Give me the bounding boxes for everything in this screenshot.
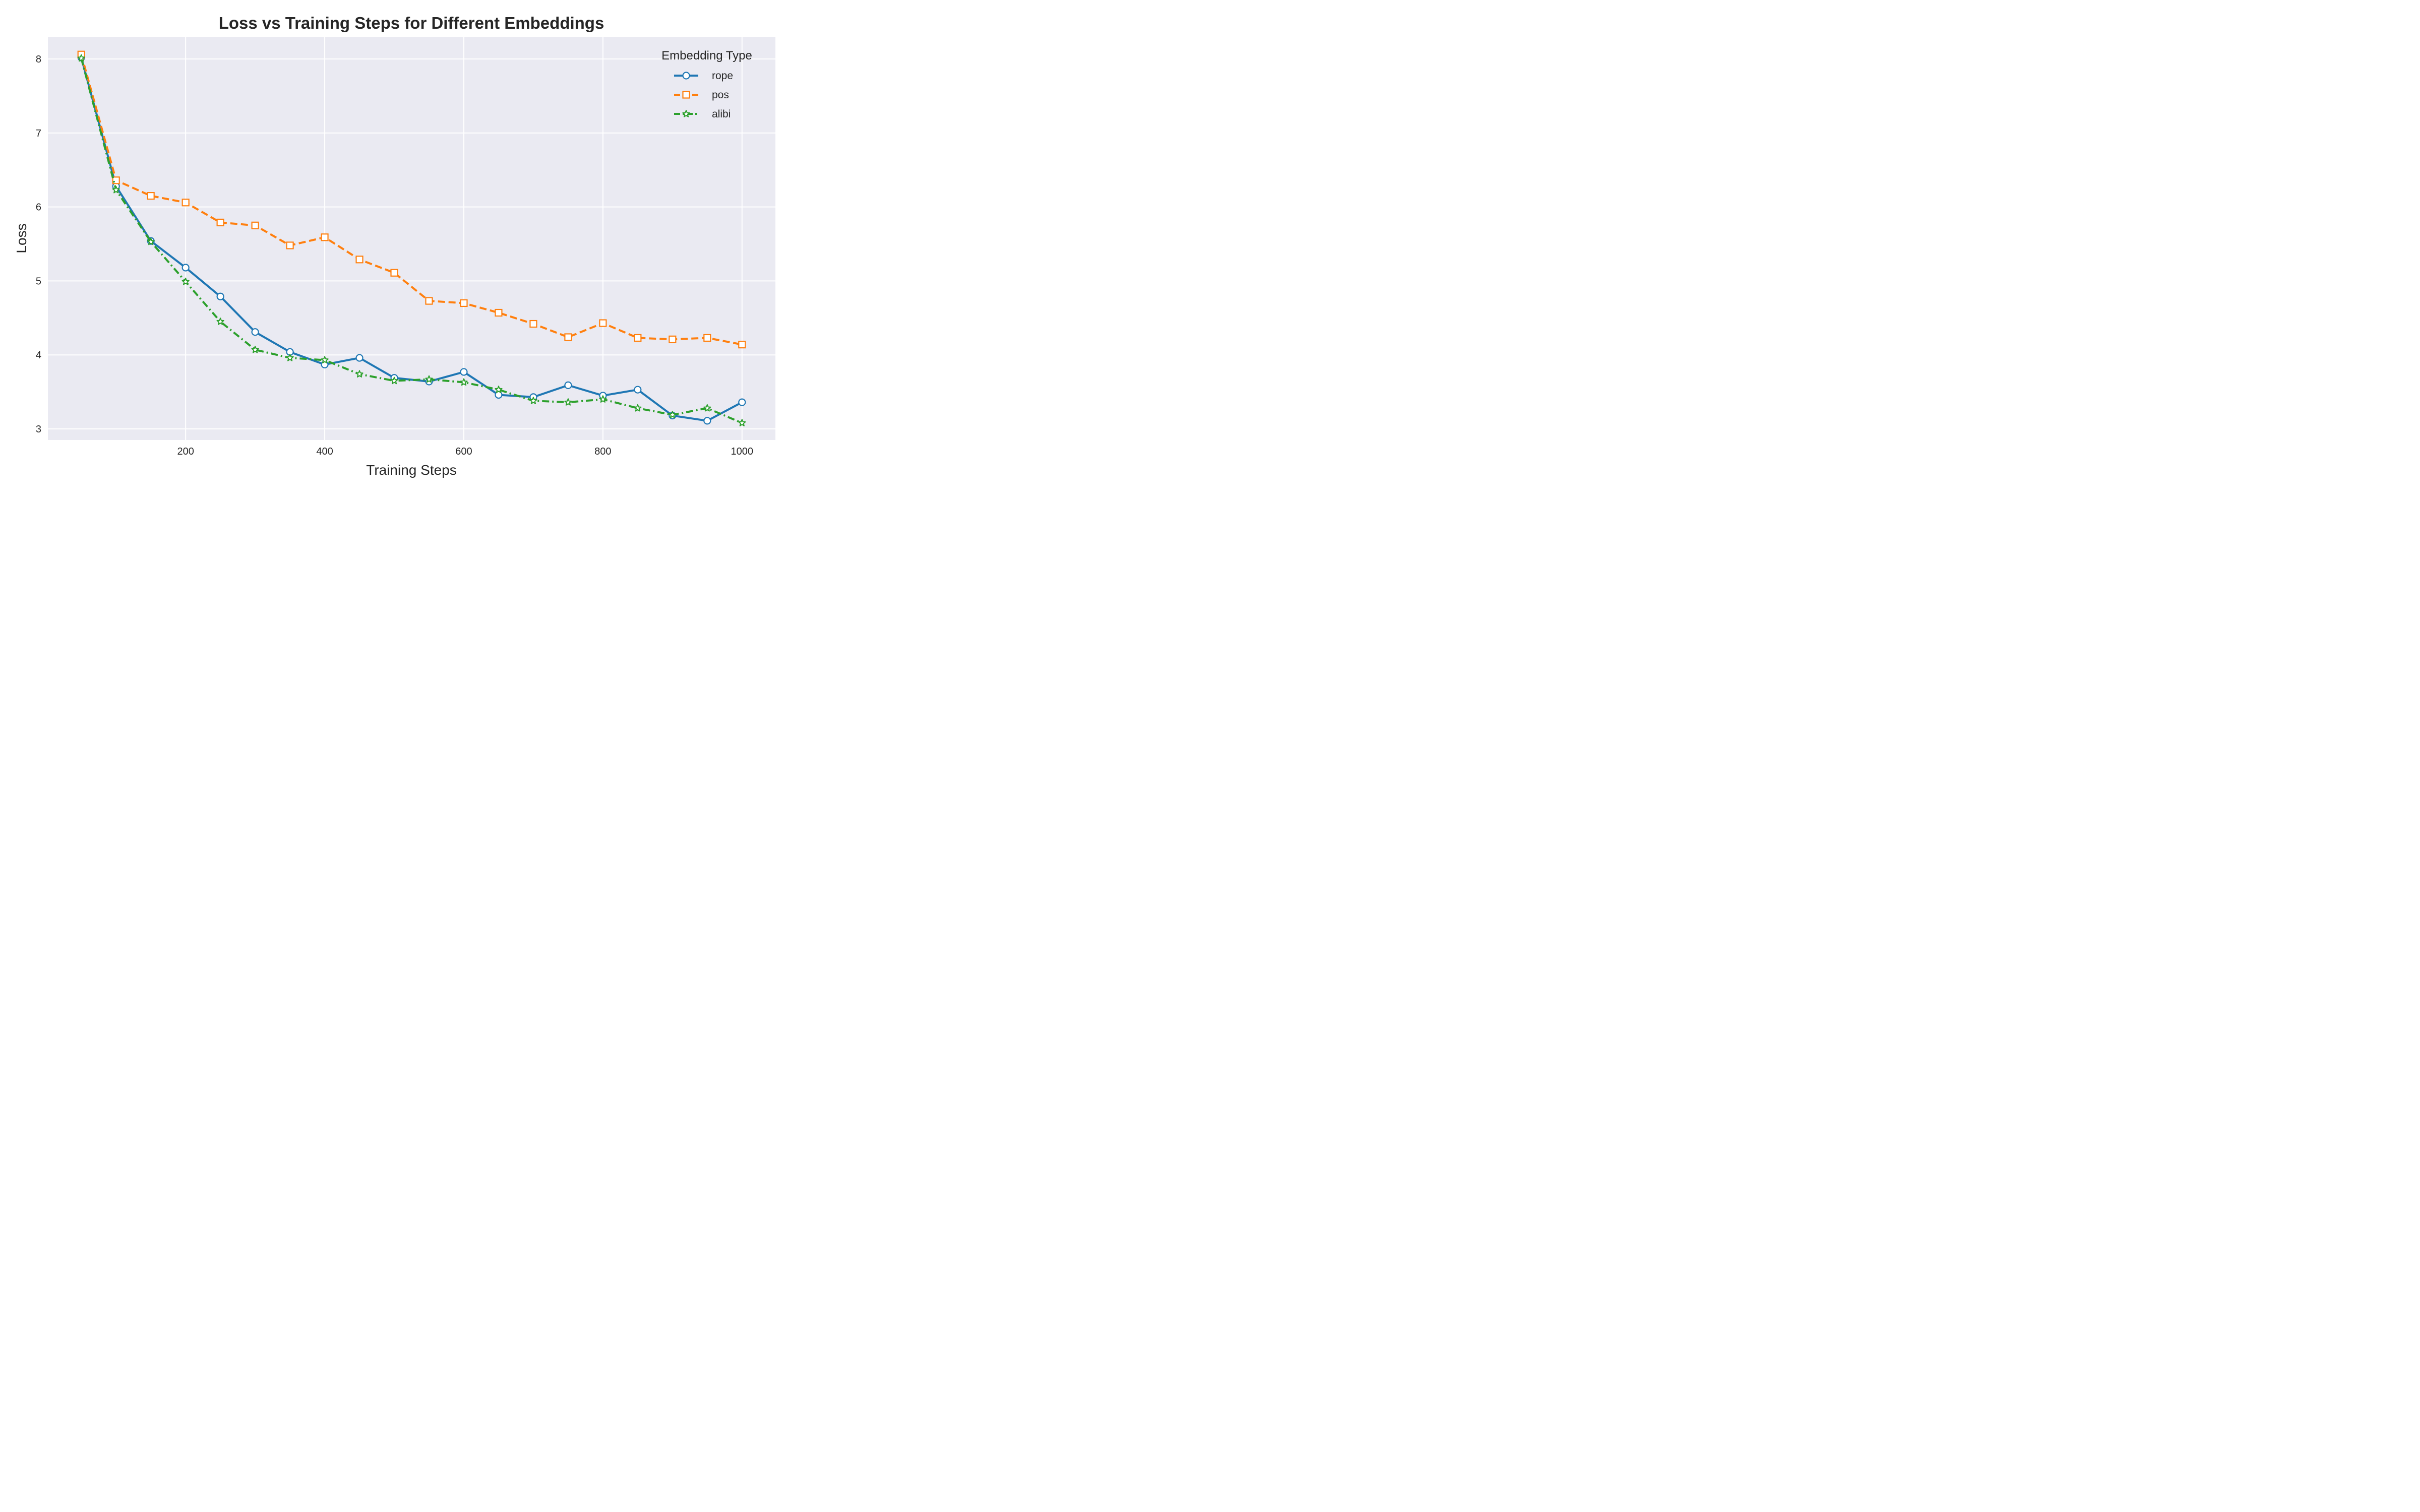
data-point-pos — [599, 320, 606, 327]
data-point-rope — [704, 417, 710, 424]
data-point-pos — [426, 298, 432, 304]
data-point-pos — [287, 242, 293, 248]
data-point-pos — [704, 335, 710, 341]
data-point-rope — [217, 293, 224, 300]
data-point-rope — [634, 387, 641, 393]
data-point-pos — [217, 219, 224, 226]
data-point-pos — [565, 334, 571, 340]
data-point-pos — [183, 199, 189, 206]
y-tick-label: 8 — [36, 54, 41, 65]
data-point-rope — [356, 355, 363, 361]
data-point-pos — [530, 321, 536, 327]
x-tick-label: 400 — [316, 446, 333, 457]
x-tick-label: 1000 — [731, 446, 754, 457]
legend-marker-pos — [683, 92, 690, 98]
data-point-pos — [495, 309, 502, 316]
data-point-rope — [183, 264, 189, 271]
y-axis-label: Loss — [14, 223, 29, 253]
y-tick-label: 6 — [36, 202, 41, 213]
data-point-pos — [634, 335, 641, 341]
data-point-pos — [460, 300, 467, 306]
x-tick-label: 800 — [594, 446, 611, 457]
data-point-pos — [148, 193, 154, 199]
y-tick-label: 5 — [36, 276, 41, 287]
x-tick-label: 600 — [455, 446, 472, 457]
data-point-rope — [739, 399, 745, 406]
data-point-pos — [669, 336, 676, 343]
line-chart: 200 400 600 800 1000 3 4 5 6 7 8 Loss vs Training … — [0, 0, 791, 494]
legend-label-alibi: alibi — [712, 108, 731, 120]
data-point-pos — [739, 341, 745, 348]
chart-title: Loss vs Training Steps for Different Emb… — [219, 14, 604, 32]
chart-container: 200 400 600 800 1000 3 4 5 6 7 8 Loss vs Training … — [0, 0, 791, 494]
x-tick-label: 200 — [177, 446, 194, 457]
legend-title: Embedding Type — [661, 49, 752, 62]
y-tick-label: 4 — [36, 350, 41, 361]
legend-label-rope: rope — [712, 70, 733, 82]
data-point-pos — [391, 270, 398, 276]
x-axis-label: Training Steps — [366, 462, 457, 478]
y-tick-label: 3 — [36, 424, 41, 435]
data-point-pos — [322, 234, 328, 240]
y-tick-label: 7 — [36, 128, 41, 139]
data-point-rope — [565, 382, 571, 389]
data-point-pos — [356, 256, 363, 263]
data-point-pos — [113, 177, 119, 183]
legend-label-pos: pos — [712, 89, 729, 101]
data-point-pos — [252, 222, 259, 229]
data-point-rope — [460, 368, 467, 375]
legend-marker-rope — [683, 73, 690, 79]
data-point-rope — [252, 329, 259, 335]
